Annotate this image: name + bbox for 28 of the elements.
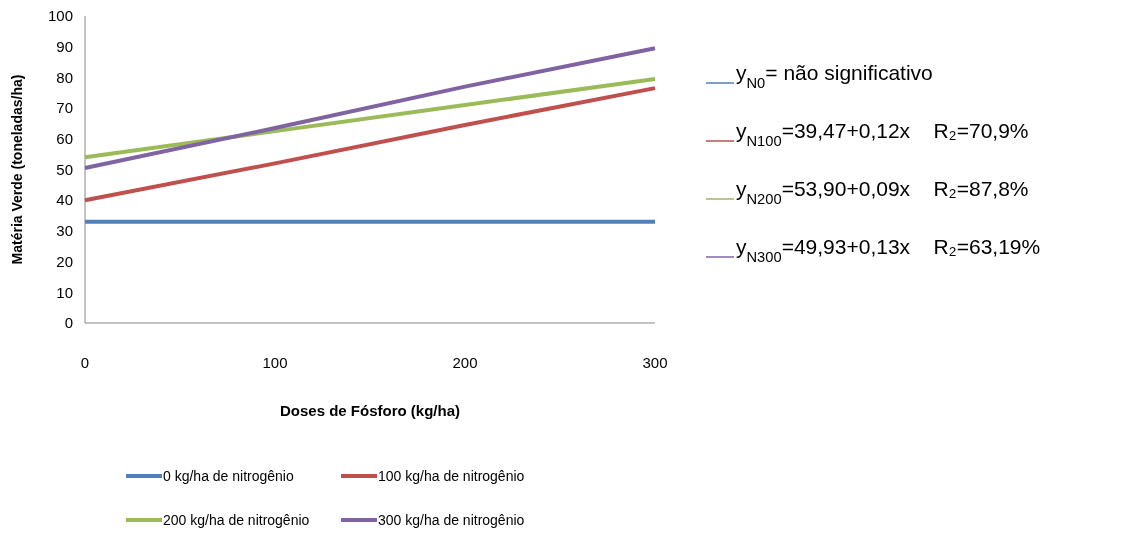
legend-label: 200 kg/ha de nitrogênio — [163, 511, 310, 528]
y-tick-label: 100 — [47, 7, 73, 25]
line-series — [83, 86, 657, 203]
y-tick-label: 50 — [56, 160, 73, 178]
x-tick-label: 100 — [262, 354, 288, 371]
line-series — [83, 76, 657, 160]
y-tick-label: 40 — [56, 191, 73, 209]
x-tick-label: 300 — [642, 354, 668, 371]
legend-label: 100 kg/ha de nitrogênio — [378, 467, 525, 484]
y-tick-label: 80 — [56, 68, 73, 86]
y-tick-label: 20 — [56, 252, 73, 270]
y-tick-label: 0 — [64, 314, 73, 332]
y-tick-label: 10 — [56, 283, 73, 301]
text: y$_{N100}$=39,47+0,12x R₂=70,9% — [736, 119, 1029, 149]
x-axis-title: Doses de Fósforo (kg/ha) — [279, 402, 461, 419]
line-series — [83, 46, 657, 170]
text: y$_{N0}$= não significativo — [736, 61, 933, 91]
legend-label: 300 kg/ha de nitrogênio — [378, 511, 525, 528]
text: y$_{N300}$=49,93+0,13x R₂=63,19% — [736, 235, 1041, 265]
y-tick-label: 70 — [56, 99, 73, 117]
legend-label: 0 kg/ha de nitrogênio — [163, 467, 294, 484]
x-tick-label: 0 — [80, 354, 90, 371]
x-tick-label: 200 — [452, 354, 478, 371]
y-axis-title: Matéria Verde (toneladas/ha) — [9, 74, 25, 265]
y-tick-label: 60 — [56, 130, 73, 148]
y-tick-label: 30 — [56, 222, 73, 240]
text: y$_{N200}$=53,90+0,09x R₂=87,8% — [736, 177, 1029, 207]
y-tick-label: 90 — [56, 37, 73, 55]
